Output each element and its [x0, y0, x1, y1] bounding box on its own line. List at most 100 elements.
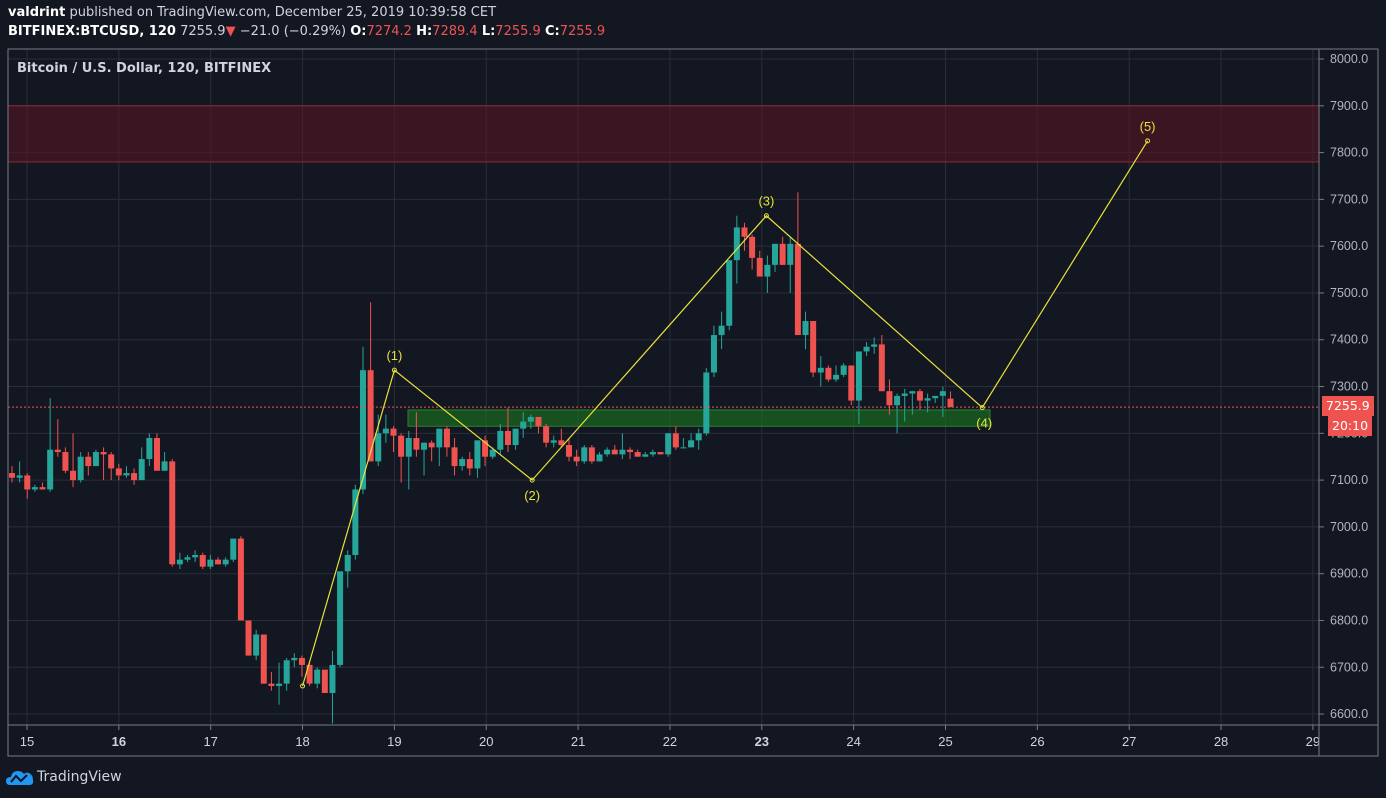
published-text: published on TradingView.com, December 2… [69, 5, 497, 20]
wave-label: (3) [758, 194, 774, 209]
candle-body [352, 489, 359, 555]
candle-body [550, 440, 557, 443]
y-tick-label: 7400.0 [1330, 333, 1368, 347]
candle-body [344, 554, 351, 572]
candle-body [153, 437, 160, 471]
candle-body [916, 391, 923, 401]
candle-body [695, 433, 702, 441]
candle-body [70, 470, 77, 481]
y-tick-label: 8000.0 [1330, 52, 1368, 66]
candle-body [100, 452, 107, 455]
x-tick-label: 17 [203, 734, 217, 749]
y-tick-label: 7900.0 [1330, 99, 1368, 113]
candle-body [184, 557, 191, 560]
candle-body [878, 344, 885, 392]
y-tick-label: 6800.0 [1330, 613, 1368, 627]
author-name[interactable]: valdrint [8, 5, 66, 20]
candle-body [436, 428, 443, 448]
candle-body [581, 447, 588, 462]
candle-body [894, 395, 901, 406]
candle-body [413, 437, 420, 450]
candle-body [749, 236, 756, 258]
candle-body [268, 683, 275, 686]
candle-body [596, 454, 603, 462]
candle-body [421, 442, 428, 450]
candle-body [672, 433, 679, 448]
symbol-label: BITFINEX:BTCUSD, 120 [8, 24, 176, 39]
candle-body [863, 346, 870, 352]
candle-body [825, 367, 832, 380]
candle-body [253, 634, 260, 656]
candle-body [657, 452, 664, 455]
candle-body [169, 461, 176, 565]
candle-body [291, 657, 298, 661]
candle-body [24, 475, 31, 490]
candle-body [939, 391, 946, 396]
support-zone [407, 409, 991, 427]
candle-body [466, 459, 473, 469]
candle-body [131, 473, 138, 481]
candle-body [497, 430, 504, 450]
candle-body [451, 447, 458, 467]
candle-body [16, 475, 23, 478]
candle-body [405, 437, 412, 457]
close-value: 7255.9 [559, 24, 606, 39]
x-tick-label: 19 [387, 734, 401, 749]
y-tick-label: 7600.0 [1330, 239, 1368, 253]
candle-body [77, 456, 84, 481]
wave-point [979, 405, 985, 411]
candle-body [611, 449, 618, 455]
candle-body [726, 260, 733, 326]
candle-body [901, 393, 908, 396]
x-tick-label: 18 [295, 734, 309, 749]
y-tick-label: 6600.0 [1330, 707, 1368, 721]
candle-body [817, 367, 824, 373]
publish-info: valdrint published on TradingView.com, D… [8, 5, 496, 20]
candle-body [115, 468, 122, 476]
candle-body [764, 264, 771, 277]
low-value: 7255.9 [495, 24, 541, 39]
candle-body [161, 461, 168, 471]
x-tick-label: 25 [938, 734, 952, 749]
candle-body [398, 435, 405, 457]
candle-body [359, 370, 366, 490]
candle-body [772, 243, 778, 265]
candle-body [649, 452, 656, 455]
y-tick-label: 7500.0 [1330, 286, 1368, 300]
candle-body [855, 351, 862, 401]
candle-body [489, 449, 496, 457]
candle-body [9, 473, 15, 478]
candle-body [588, 447, 595, 462]
candle-body [62, 452, 69, 471]
candle-body [680, 447, 687, 449]
candle-body [329, 664, 336, 694]
x-tick-label: 24 [846, 734, 860, 749]
candle-body [245, 620, 252, 656]
x-tick-label: 28 [1214, 734, 1228, 749]
x-tick-label: 21 [571, 734, 585, 749]
candle-body [703, 372, 710, 434]
candle-body [314, 669, 321, 684]
candle-body [779, 243, 786, 265]
x-tick-label: 20 [479, 734, 493, 749]
candle-body [306, 664, 313, 684]
candle-body [688, 440, 695, 448]
candle-body [260, 634, 267, 684]
wave-label: (1) [386, 348, 402, 363]
candle-body [558, 440, 565, 446]
last-price: 7255.9 [180, 24, 226, 39]
candle-body [459, 459, 466, 467]
y-tick-label: 6700.0 [1330, 660, 1368, 674]
price-change: −21.0 (−0.29%) [239, 24, 347, 39]
down-arrow-icon: ▼ [225, 24, 236, 39]
close-label: C: [544, 24, 560, 39]
x-tick-label: 29 [1306, 734, 1320, 749]
tradingview-logo[interactable]: TradingView [6, 768, 122, 786]
wave-point [1145, 138, 1151, 144]
candle-body [520, 421, 527, 429]
y-tick-label: 6900.0 [1330, 567, 1368, 581]
candle-body [108, 454, 115, 469]
candle-body [85, 456, 92, 467]
open-value: 7274.2 [366, 24, 412, 39]
